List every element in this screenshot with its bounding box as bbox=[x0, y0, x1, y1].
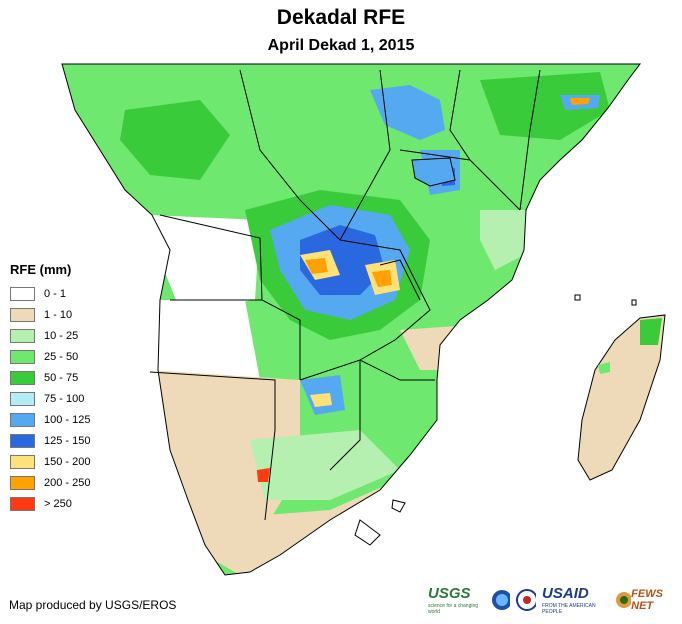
legend-title: RFE (mm) bbox=[10, 262, 72, 277]
usgs-tagline: science for a changing world bbox=[428, 603, 479, 615]
legend-label: 125 - 150 bbox=[44, 434, 91, 447]
legend-label: 0 - 1 bbox=[44, 287, 67, 300]
partner-logos: USGS science for a changing world USAID … bbox=[428, 585, 682, 615]
legend-item: 200 - 250 bbox=[10, 472, 90, 493]
legend-item: 125 - 150 bbox=[10, 430, 90, 451]
legend-label: > 250 bbox=[44, 497, 72, 510]
usgs-logo[interactable]: USGS science for a changing world bbox=[428, 585, 485, 615]
legend-label: 100 - 125 bbox=[44, 413, 91, 426]
legend-label: 10 - 25 bbox=[44, 329, 79, 342]
legend-item: 150 - 200 bbox=[10, 451, 90, 472]
usaid-tagline: FROM THE AMERICAN PEOPLE bbox=[542, 603, 596, 615]
legend-swatch bbox=[10, 412, 35, 427]
legend-swatch bbox=[10, 349, 35, 364]
legend-swatch bbox=[10, 328, 35, 343]
legend-label: 50 - 75 bbox=[44, 371, 79, 384]
legend-item: 1 - 10 bbox=[10, 304, 90, 325]
map-subtitle: April Dekad 1, 2015 bbox=[267, 37, 415, 54]
usaid-logo-text: USAID bbox=[542, 585, 589, 602]
map-title: Dekadal RFE bbox=[276, 6, 406, 29]
legend-swatch bbox=[10, 370, 35, 385]
fewsnet-icon bbox=[616, 592, 632, 608]
legend-label: 75 - 100 bbox=[44, 392, 85, 405]
legend-item: > 250 bbox=[10, 493, 90, 514]
usaid-logo[interactable]: USAID FROM THE AMERICAN PEOPLE bbox=[542, 585, 609, 615]
legend-item: 50 - 75 bbox=[10, 367, 90, 388]
legend-item: 0 - 1 bbox=[10, 283, 90, 304]
legend-items: 0 - 1 1 - 10 10 - 25 25 - 50 50 - 75 75 - 100… bbox=[10, 283, 90, 514]
legend-swatch bbox=[10, 496, 35, 511]
noaa-icon[interactable] bbox=[491, 589, 511, 611]
fewsnet-logo-text: FEWS NET bbox=[631, 588, 663, 612]
legend-item: 25 - 50 bbox=[10, 346, 90, 367]
legend-item: 75 - 100 bbox=[10, 388, 90, 409]
legend-item: 100 - 125 bbox=[10, 409, 90, 430]
map-legend: RFE (mm) 0 - 1 1 - 10 10 - 25 25 - 50 50 - 7… bbox=[10, 262, 90, 514]
legend-swatch bbox=[10, 454, 35, 469]
legend-label: 200 - 250 bbox=[44, 476, 91, 489]
legend-swatch bbox=[10, 433, 35, 448]
legend-swatch bbox=[10, 307, 35, 322]
legend-swatch bbox=[10, 475, 35, 490]
legend-swatch bbox=[10, 391, 35, 406]
fewsnet-logo[interactable]: FEWS NET bbox=[615, 588, 682, 612]
legend-label: 1 - 10 bbox=[44, 308, 73, 321]
legend-swatch bbox=[10, 286, 35, 301]
usaid-seal-icon bbox=[516, 589, 537, 611]
usgs-logo-text: USGS bbox=[428, 585, 471, 602]
legend-label: 150 - 200 bbox=[44, 455, 91, 468]
map-credit: Map produced by USGS/EROS bbox=[9, 598, 177, 612]
legend-item: 10 - 25 bbox=[10, 325, 90, 346]
legend-label: 25 - 50 bbox=[44, 350, 79, 363]
